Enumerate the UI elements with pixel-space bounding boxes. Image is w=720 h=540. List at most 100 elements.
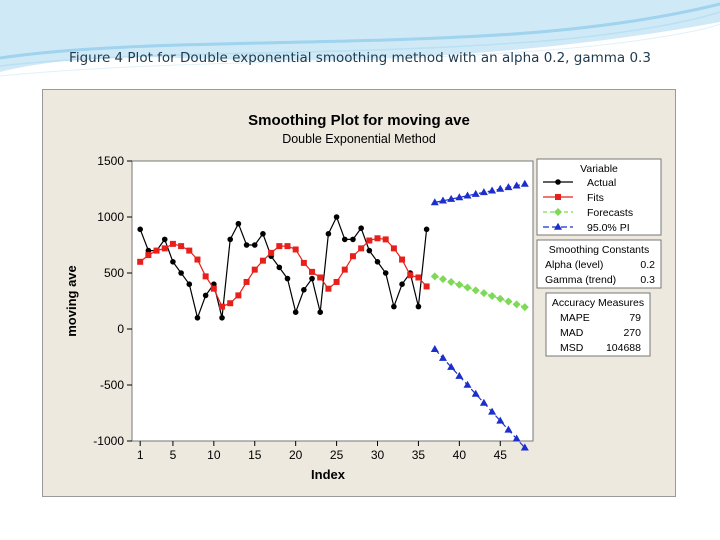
data-point-actual bbox=[251, 242, 258, 248]
data-point-forecasts bbox=[504, 297, 513, 306]
data-point-fits bbox=[194, 256, 201, 263]
data-point-95-0-pi-lower bbox=[438, 353, 447, 361]
data-point-actual bbox=[333, 214, 340, 220]
data-point-fits bbox=[268, 249, 275, 256]
legend-marker bbox=[555, 194, 561, 200]
y-tick-label: -500 bbox=[100, 378, 124, 392]
data-point-fits bbox=[202, 273, 209, 280]
chart-title: Smoothing Plot for moving ave bbox=[248, 112, 470, 129]
x-tick-label: 5 bbox=[170, 448, 177, 462]
data-point-fits bbox=[300, 259, 307, 266]
x-tick-label: 15 bbox=[248, 448, 262, 462]
accuracy-measure-value: 270 bbox=[623, 327, 641, 339]
data-point-forecasts bbox=[455, 280, 464, 289]
data-point-actual bbox=[309, 275, 315, 282]
data-point-fits bbox=[243, 278, 250, 285]
data-point-fits bbox=[153, 247, 160, 254]
data-point-actual bbox=[382, 270, 389, 276]
data-point-95-0-pi-upper bbox=[430, 198, 439, 206]
data-point-actual bbox=[219, 315, 225, 321]
data-point-fits bbox=[309, 268, 316, 275]
data-point-forecasts bbox=[512, 300, 521, 309]
data-point-actual bbox=[178, 270, 184, 276]
data-point-actual bbox=[325, 231, 332, 237]
data-point-actual bbox=[276, 264, 283, 271]
data-point-forecasts bbox=[463, 283, 472, 292]
plot-area bbox=[131, 160, 534, 442]
legend-entry-label: 95.0% PI bbox=[587, 222, 630, 234]
data-point-fits bbox=[178, 243, 185, 250]
x-axis-label: Index bbox=[311, 467, 346, 482]
data-point-actual bbox=[301, 287, 307, 293]
data-point-fits bbox=[259, 257, 266, 264]
data-point-fits bbox=[161, 245, 168, 252]
data-point-actual bbox=[423, 226, 430, 233]
legend-entry-label: Fits bbox=[587, 192, 604, 204]
data-point-95-0-pi-lower bbox=[447, 362, 456, 370]
data-point-actual bbox=[137, 226, 143, 233]
smoothing-constant-label: Gamma (trend) bbox=[545, 274, 616, 286]
data-point-95-0-pi-upper bbox=[438, 196, 447, 204]
data-point-actual bbox=[161, 236, 168, 243]
data-point-forecasts bbox=[488, 291, 497, 300]
data-point-fits bbox=[251, 266, 258, 273]
data-point-actual bbox=[284, 275, 291, 282]
data-point-95-0-pi-lower bbox=[488, 407, 497, 415]
data-point-fits bbox=[235, 292, 242, 299]
data-point-95-0-pi-upper bbox=[488, 186, 497, 194]
legend-marker bbox=[554, 222, 562, 230]
data-point-forecasts bbox=[438, 275, 447, 284]
data-point-95-0-pi-lower bbox=[471, 389, 480, 397]
data-point-fits bbox=[186, 247, 193, 254]
data-point-actual bbox=[235, 220, 242, 227]
data-point-forecasts bbox=[479, 289, 488, 298]
data-point-forecasts bbox=[471, 286, 480, 295]
data-point-actual bbox=[260, 231, 266, 237]
data-point-actual bbox=[145, 247, 152, 254]
data-point-fits bbox=[358, 245, 365, 252]
data-point-fits bbox=[349, 253, 356, 260]
y-tick-label: -1000 bbox=[93, 434, 124, 448]
data-point-fits bbox=[399, 256, 406, 263]
data-point-fits bbox=[219, 303, 226, 310]
smoothing-constant-value: 0.2 bbox=[640, 259, 655, 271]
data-point-95-0-pi-upper bbox=[447, 194, 456, 202]
accuracy-measure-value: 79 bbox=[629, 312, 641, 324]
data-point-95-0-pi-upper bbox=[504, 183, 513, 191]
data-point-fits bbox=[284, 243, 291, 250]
data-point-actual bbox=[243, 242, 250, 248]
data-point-actual bbox=[292, 309, 299, 315]
data-point-95-0-pi-lower bbox=[520, 443, 529, 451]
y-tick-label: 1500 bbox=[97, 154, 124, 168]
smoothing-plot: Smoothing Plot for moving ave Double Exp… bbox=[64, 112, 662, 482]
data-point-fits bbox=[317, 274, 324, 281]
legend-entry-label: Actual bbox=[587, 177, 616, 189]
x-tick-label: 20 bbox=[289, 448, 303, 462]
data-point-fits bbox=[382, 236, 389, 243]
data-point-actual bbox=[227, 236, 234, 243]
data-point-fits bbox=[325, 285, 332, 292]
data-point-fits bbox=[333, 278, 340, 285]
data-point-actual bbox=[366, 247, 373, 254]
legend-entry-label: Forecasts bbox=[587, 207, 633, 219]
data-point-forecasts bbox=[430, 272, 439, 281]
data-point-actual bbox=[358, 225, 364, 231]
legend-marker bbox=[554, 208, 562, 216]
data-point-95-0-pi-lower bbox=[455, 371, 464, 379]
data-point-actual bbox=[350, 236, 356, 243]
data-point-fits bbox=[276, 243, 283, 250]
accuracy-measure-label: MAD bbox=[560, 327, 584, 339]
data-point-95-0-pi-lower bbox=[512, 434, 521, 442]
data-point-95-0-pi-lower bbox=[496, 416, 505, 424]
data-point-fits bbox=[374, 235, 381, 242]
data-point-95-0-pi-upper bbox=[520, 179, 529, 187]
data-point-actual bbox=[341, 236, 348, 243]
accuracy-measures-title: Accuracy Measures bbox=[552, 297, 644, 309]
data-point-forecasts bbox=[520, 303, 529, 312]
data-point-actual bbox=[170, 259, 176, 265]
x-tick-label: 1 bbox=[137, 448, 144, 462]
data-point-fits bbox=[341, 266, 348, 273]
x-tick-label: 40 bbox=[453, 448, 467, 462]
x-tick-label: 25 bbox=[330, 448, 344, 462]
data-point-actual bbox=[317, 309, 324, 315]
